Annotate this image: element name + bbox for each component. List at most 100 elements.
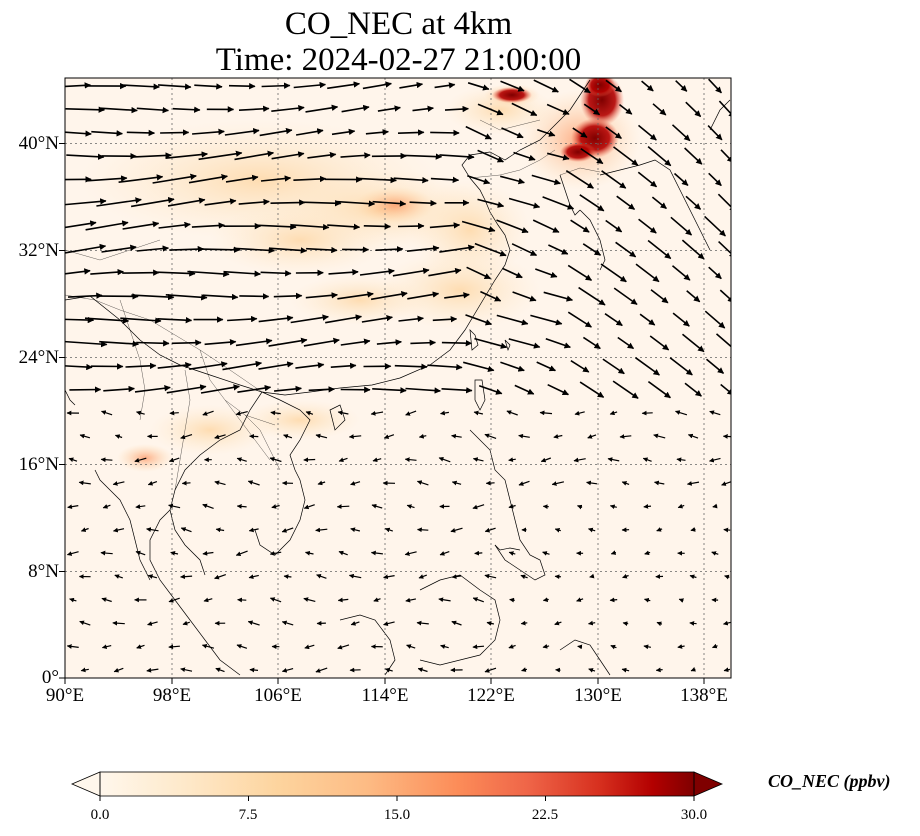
wind-arrow xyxy=(642,457,652,463)
wind-arrow xyxy=(554,527,561,533)
wind-arrow xyxy=(270,410,281,416)
wind-arrow xyxy=(670,216,693,236)
wind-arrow xyxy=(136,644,145,649)
wind-arrow xyxy=(214,574,226,580)
wind-arrow xyxy=(718,241,731,258)
wind-arrow xyxy=(384,527,393,533)
wind-arrow xyxy=(444,292,470,299)
wind-arrow xyxy=(269,456,282,463)
wind-arrow xyxy=(180,434,193,440)
wind-arrow xyxy=(641,410,653,416)
wind-arrow xyxy=(308,386,335,393)
wind-arrow xyxy=(281,667,294,673)
wind-arrow xyxy=(554,574,562,580)
wind-arrow xyxy=(639,313,656,326)
wind-arrow xyxy=(548,244,569,255)
wind-arrow xyxy=(350,527,361,533)
wind-arrow xyxy=(444,105,469,113)
wind-arrow xyxy=(708,172,722,187)
wind-arrow xyxy=(684,147,703,165)
wind-arrow xyxy=(540,457,552,463)
wind-arrow xyxy=(202,410,214,416)
wind-arrow xyxy=(315,667,328,673)
wind-arrow xyxy=(168,644,180,650)
wind-arrow xyxy=(165,294,208,301)
colorbar-gradient xyxy=(100,772,694,796)
wind-arrow xyxy=(506,410,518,416)
wind-arrow xyxy=(404,457,417,463)
wind-arrow xyxy=(134,457,147,463)
wind-arrow xyxy=(588,527,596,533)
wind-arrow xyxy=(689,574,697,580)
wind-arrow xyxy=(234,150,275,161)
wind-arrow xyxy=(404,153,443,160)
wind-vectors xyxy=(65,78,731,673)
wind-arrow xyxy=(418,574,428,579)
wind-arrow xyxy=(122,221,160,230)
wind-arrow xyxy=(202,293,239,301)
wind-arrow xyxy=(307,151,337,159)
wind-arrow xyxy=(239,293,270,300)
wind-arrow xyxy=(637,124,657,141)
wind-arrow xyxy=(181,480,191,486)
wind-arrow xyxy=(316,573,327,579)
wind-arrow xyxy=(348,434,362,439)
wind-arrow xyxy=(586,480,598,486)
wind-arrow xyxy=(724,574,730,580)
wind-arrow xyxy=(158,221,191,229)
wind-arrow xyxy=(553,434,563,439)
wind-arrow xyxy=(708,78,722,94)
wind-arrow xyxy=(671,124,691,142)
wind-arrow xyxy=(649,335,670,351)
wind-arrow xyxy=(100,106,138,114)
lat-label-40n: 40°N xyxy=(18,133,59,154)
wind-arrow xyxy=(604,313,623,327)
wind-arrow xyxy=(86,175,128,182)
wind-arrow xyxy=(370,410,384,416)
wind-arrow xyxy=(579,194,605,212)
wind-arrow xyxy=(484,433,497,439)
wind-arrow xyxy=(441,339,473,347)
wind-arrow xyxy=(167,197,206,207)
wind-arrow xyxy=(136,245,170,252)
wind-arrow xyxy=(255,223,297,231)
wind-arrow xyxy=(508,338,541,349)
wind-arrow xyxy=(439,244,475,253)
wind-arrow xyxy=(719,289,731,303)
wind-arrow xyxy=(427,363,463,371)
wind-arrow xyxy=(180,527,192,533)
wind-arrow xyxy=(198,150,243,161)
colorbar-tick-15: 15.0 xyxy=(383,807,411,823)
wind-arrow xyxy=(681,333,705,353)
wind-arrow xyxy=(577,504,583,510)
wind-arrow xyxy=(223,270,261,277)
wind-arrow xyxy=(514,384,535,395)
wind-arrow xyxy=(341,104,370,113)
wind-arrow xyxy=(85,220,129,231)
wind-arrow xyxy=(551,481,565,486)
map-frame xyxy=(64,77,732,679)
wind-arrow xyxy=(258,361,294,370)
wind-arrow xyxy=(537,129,556,137)
wind-arrow xyxy=(472,457,484,462)
wind-arrow xyxy=(508,644,516,649)
wind-arrow xyxy=(191,222,226,229)
wind-arrow xyxy=(118,174,164,183)
wind-arrow xyxy=(338,550,348,556)
lat-label-0: 0° xyxy=(41,667,59,688)
wind-arrow xyxy=(406,245,440,252)
coastlines xyxy=(65,79,731,676)
wind-arrow xyxy=(474,242,507,257)
wind-arrow xyxy=(518,480,530,486)
wind-arrow xyxy=(601,170,627,189)
wind-arrow xyxy=(160,129,190,136)
wind-arrow xyxy=(201,643,215,649)
wind-arrow xyxy=(450,527,463,533)
wind-arrow xyxy=(430,176,460,184)
wind-arrow xyxy=(130,196,175,208)
lat-label-8n: 8°N xyxy=(28,561,59,582)
wind-arrow xyxy=(723,667,731,673)
wind-arrow xyxy=(147,621,158,626)
wind-arrow xyxy=(180,667,193,673)
wind-arrow xyxy=(480,290,502,302)
